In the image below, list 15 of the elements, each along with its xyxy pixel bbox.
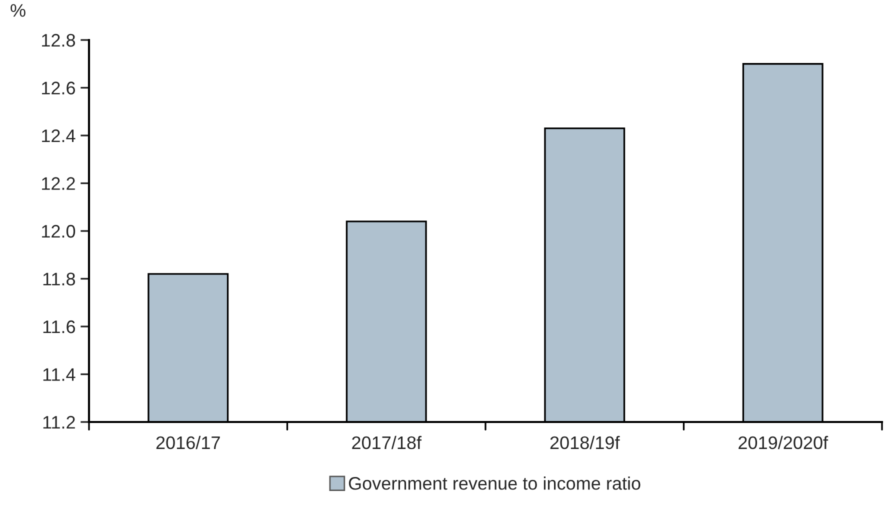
y-axis-title: % (10, 4, 26, 17)
legend-label: Government revenue to income ratio (348, 476, 640, 490)
x-tick-label: 2016/17 (156, 436, 220, 450)
x-tick-label: 2019/2020f (738, 436, 828, 450)
y-tick-label: 12.4 (42, 129, 76, 142)
y-tick-label: 12.2 (42, 177, 75, 190)
y-tick-label: 11.2 (43, 416, 75, 429)
y-tick-label: 11.4 (43, 368, 76, 381)
y-tick-label: 11.6 (43, 320, 76, 334)
y-tick-label: 11.8 (43, 272, 76, 286)
y-tick-label: 12.8 (42, 34, 76, 47)
y-tick-label: 12.0 (42, 224, 76, 238)
x-tick-label: 2017/18f (352, 436, 422, 450)
y-tick-label: 12.6 (42, 82, 76, 94)
x-tick-label: 2018/19f (550, 436, 620, 450)
